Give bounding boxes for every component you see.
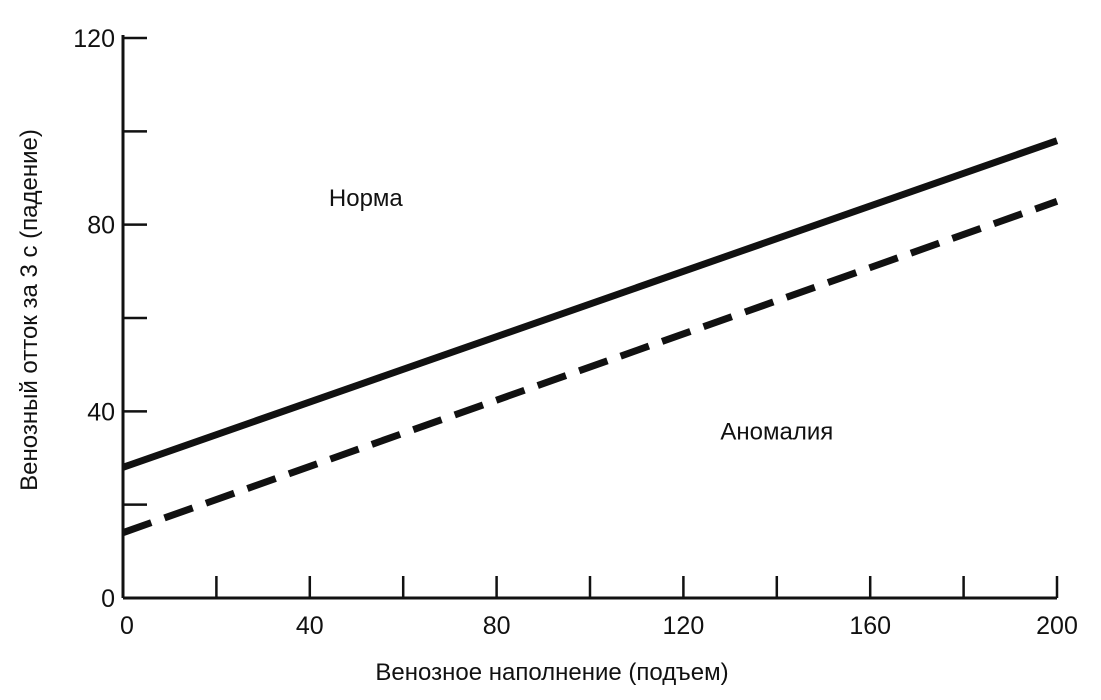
x-tick-label: 0: [120, 612, 134, 640]
labels: 0 40 80 120 0 40 80 120 160 200 Венозное наполнени…: [16, 25, 1078, 686]
y-tick-label: 0: [101, 585, 115, 613]
y-tick-label: 40: [87, 398, 115, 426]
series-line-dashed: [121, 198, 1059, 536]
y-tick-label: 80: [87, 212, 115, 240]
x-tick-label: 120: [663, 612, 705, 640]
annotation-label: Аномалия: [720, 418, 833, 445]
series-line-solid: [121, 137, 1059, 471]
x-axis-label: Венозное наполнение (подъем): [375, 659, 728, 686]
y-axis-label: Венозный отток за 3 с (падение): [16, 129, 43, 491]
ticks: [123, 36, 1059, 600]
annotation-label: Норма: [329, 185, 404, 212]
x-tick-label: 160: [849, 612, 891, 640]
x-tick-label: 40: [296, 612, 324, 640]
axes: [121, 35, 1057, 600]
x-tick-label: 200: [1036, 612, 1078, 640]
x-tick-label: 80: [483, 612, 511, 640]
y-tick-label: 120: [73, 25, 115, 53]
series-group: [121, 137, 1059, 536]
